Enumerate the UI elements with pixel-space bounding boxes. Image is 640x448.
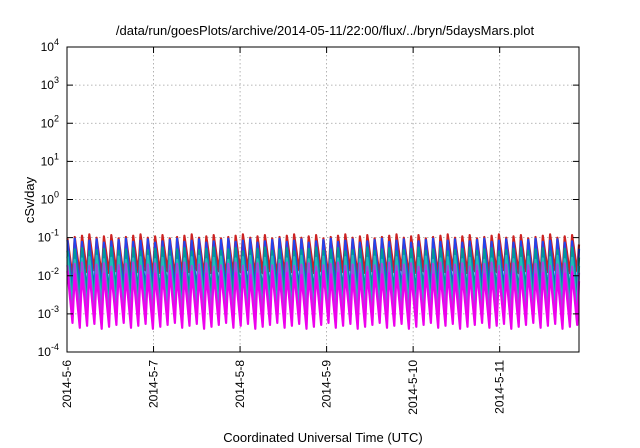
y-tick-label: 10-3	[38, 304, 59, 321]
y-tick-label: 101	[41, 151, 59, 168]
x-axis: 2014-5-6 2014-5-7 2014-5-8 2014-5-9 2014-5-1…	[60, 47, 507, 415]
y-tick-label: 10-1	[38, 228, 59, 245]
y-tick-label: 10-2	[38, 266, 59, 283]
series-group	[66, 233, 581, 330]
y-tick-label: 100	[41, 190, 59, 207]
x-tick-label: 2014-5-8	[233, 360, 247, 408]
y-tick-label: 102	[41, 113, 59, 130]
x-tick-label: 2014-5-11	[493, 360, 507, 414]
chart-title: /data/run/goesPlots/archive/2014-05-11/2…	[116, 23, 535, 38]
series-line-6	[66, 270, 581, 330]
y-axis: 10-4 10-3 10-2 10-1 100 101 102 103 104	[38, 37, 579, 359]
y-tick-label: 104	[41, 37, 59, 54]
y-tick-label: 103	[41, 75, 59, 92]
x-tick-label: 2014-5-6	[60, 360, 74, 408]
x-tick-label: 2014-5-9	[320, 360, 334, 408]
x-tick-label: 2014-5-7	[147, 360, 161, 408]
x-tick-label: 2014-5-10	[406, 360, 420, 415]
x-axis-label: Coordinated Universal Time (UTC)	[223, 430, 422, 445]
y-axis-label: cSv/day	[22, 176, 37, 223]
y-tick-label: 10-4	[38, 342, 59, 359]
